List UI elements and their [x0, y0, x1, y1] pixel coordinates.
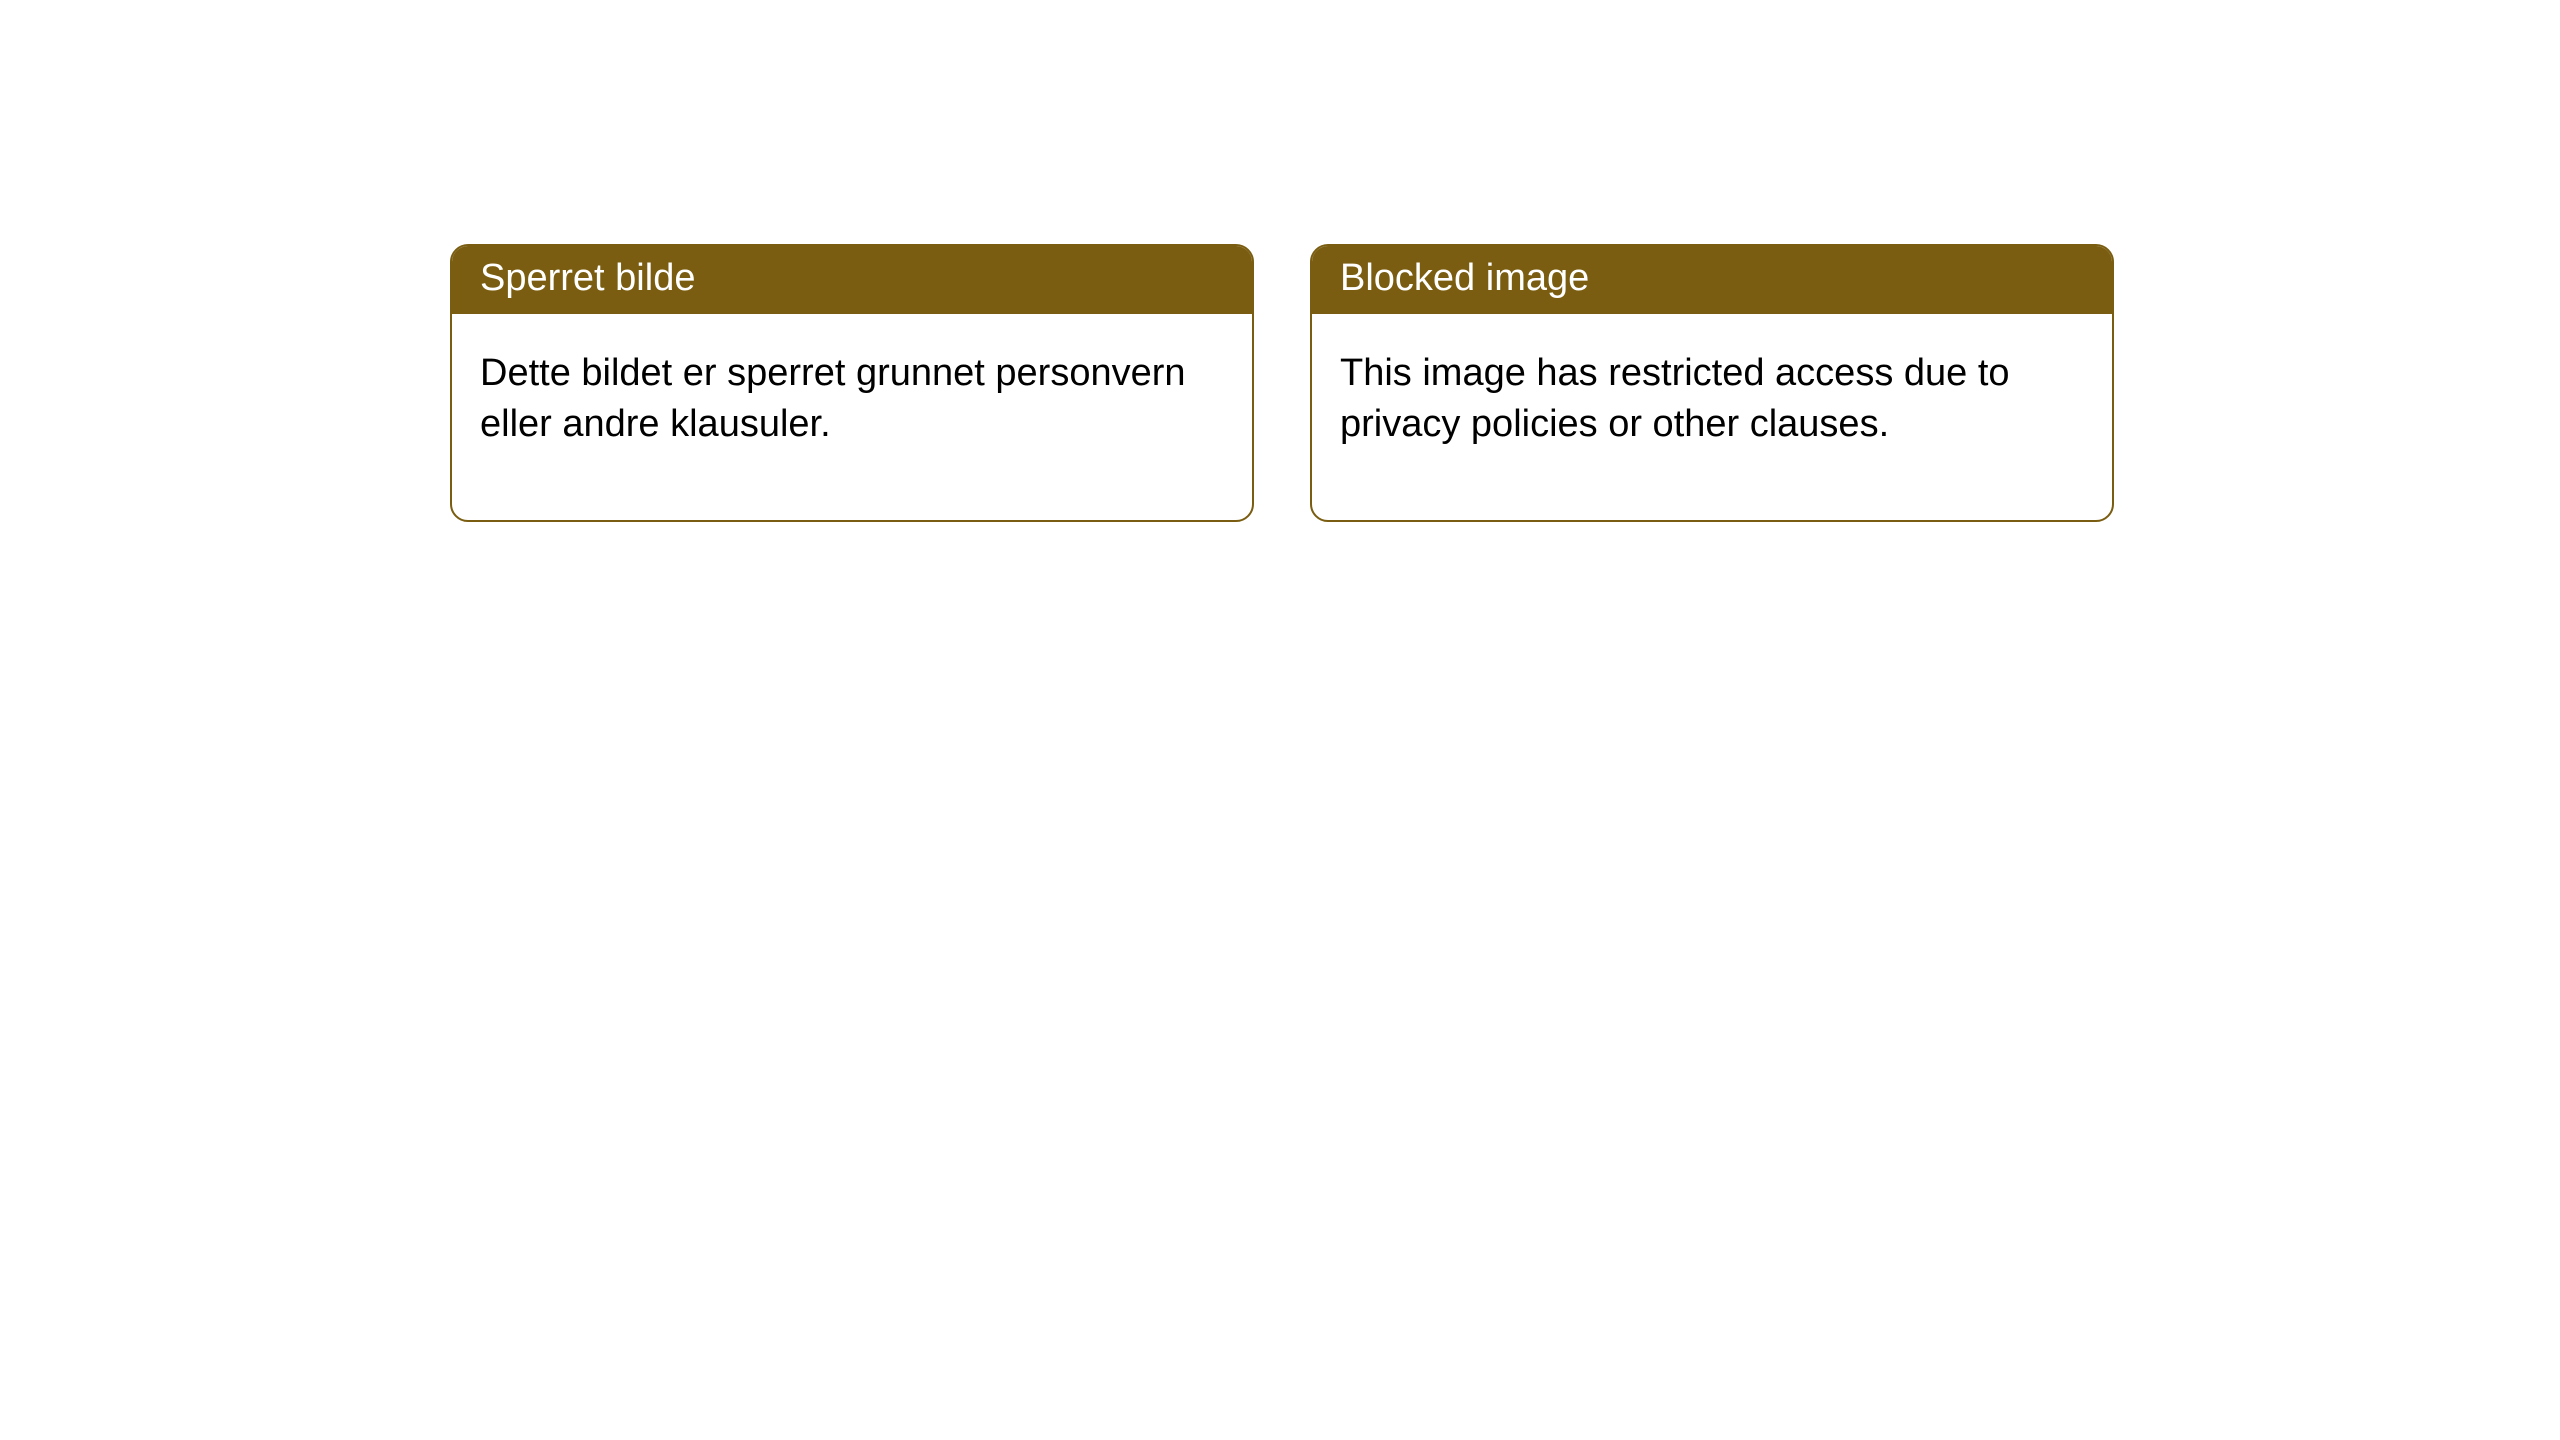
- notice-card-norwegian: Sperret bilde Dette bildet er sperret gr…: [450, 244, 1254, 522]
- card-header-norwegian: Sperret bilde: [452, 246, 1252, 314]
- card-header-english: Blocked image: [1312, 246, 2112, 314]
- card-body-norwegian: Dette bildet er sperret grunnet personve…: [452, 314, 1252, 521]
- notice-container: Sperret bilde Dette bildet er sperret gr…: [0, 0, 2560, 522]
- notice-card-english: Blocked image This image has restricted …: [1310, 244, 2114, 522]
- card-body-english: This image has restricted access due to …: [1312, 314, 2112, 521]
